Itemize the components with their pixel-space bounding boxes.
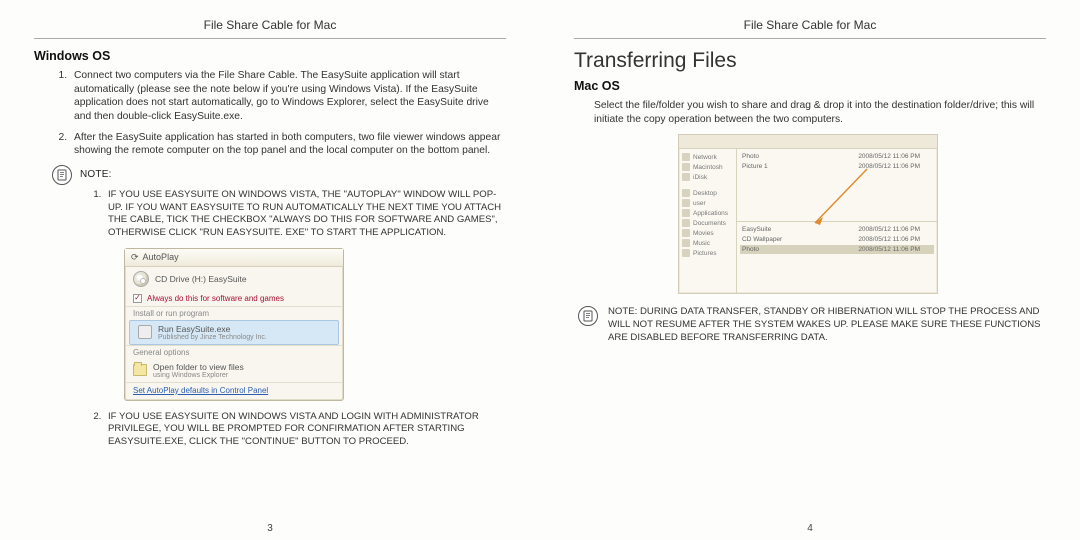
autoplay-checkbox-row[interactable]: ✓ Always do this for software and games xyxy=(125,291,343,306)
note-item: If you use EasySuite on Windows Vista, t… xyxy=(104,189,506,240)
sidebar-icon xyxy=(682,239,690,247)
file-name: Photo xyxy=(742,153,759,160)
sidebar-item: Macintosh xyxy=(693,164,723,171)
file-date: 2008/05/12 11:06 PM xyxy=(858,246,920,253)
page-left: File Share Cable for Mac Windows OS Conn… xyxy=(0,0,540,540)
file-date: 2008/05/12 11:06 PM xyxy=(858,153,920,160)
step-item: Connect two computers via the File Share… xyxy=(70,69,506,124)
autoplay-group-install: Install or run program xyxy=(125,306,343,320)
note-icon xyxy=(578,306,598,326)
file-date: 2008/05/12 11:06 PM xyxy=(858,226,920,233)
autoplay-title: AutoPlay xyxy=(143,252,179,262)
autoplay-run-sub: Published by Jinze Technology Inc. xyxy=(158,334,267,341)
sidebar-icon xyxy=(682,249,690,257)
file-name: Photo xyxy=(742,246,759,253)
sidebar-item: Network xyxy=(693,154,717,161)
windows-steps: Connect two computers via the File Share… xyxy=(34,69,506,158)
file-name: CD Wallpaper xyxy=(742,236,782,243)
mac-titlebar xyxy=(679,135,937,149)
mac-screenshot: Network Macintosh iDisk Desktop user App… xyxy=(678,134,938,294)
mac-sidebar: Network Macintosh iDisk Desktop user App… xyxy=(679,149,737,293)
transferring-title: Transferring Files xyxy=(574,49,1046,73)
page-header: File Share Cable for Mac xyxy=(34,18,506,39)
page-right: File Share Cable for Mac Transferring Fi… xyxy=(540,0,1080,540)
program-icon xyxy=(138,325,152,339)
autoplay-open-option[interactable]: Open folder to view files using Windows … xyxy=(125,359,343,382)
sidebar-item: Desktop xyxy=(693,190,717,197)
sidebar-item: Applications xyxy=(693,210,728,217)
sidebar-icon xyxy=(682,173,690,181)
mac-pane-bottom: EasySuite 2008/05/12 11:06 PM CD Wallpape… xyxy=(737,222,937,294)
cd-icon xyxy=(133,271,149,287)
mac-intro: Select the file/folder you wish to share… xyxy=(574,99,1046,126)
autoplay-device-row: CD Drive (H:) EasySuite xyxy=(125,267,343,291)
autoplay-titlebar: ⟳ AutoPlay xyxy=(125,249,343,267)
mac-note-block: Note: During data transfer, standby or h… xyxy=(578,306,1046,344)
checkbox-icon[interactable]: ✓ xyxy=(133,294,142,303)
page-number: 3 xyxy=(0,523,540,534)
file-name: EasySuite xyxy=(742,226,771,233)
sidebar-icon xyxy=(682,153,690,161)
sidebar-icon xyxy=(682,199,690,207)
section-title-mac: Mac OS xyxy=(574,79,1046,93)
autoplay-open-sub: using Windows Explorer xyxy=(153,372,244,379)
note-header: NOTE: xyxy=(52,165,506,185)
note-item: If you use EasySuite on Windows Vista an… xyxy=(104,411,506,449)
sidebar-item: iDisk xyxy=(693,174,707,181)
autoplay-group-general: General options xyxy=(125,345,343,359)
autoplay-link[interactable]: Set AutoPlay defaults in Control Panel xyxy=(125,382,343,400)
note-list-2: If you use EasySuite on Windows Vista an… xyxy=(34,411,506,449)
autoplay-open-label: Open folder to view files xyxy=(153,362,244,372)
sidebar-icon xyxy=(682,163,690,171)
folder-icon xyxy=(133,364,147,376)
autoplay-run-label: Run EasySuite.exe xyxy=(158,324,267,334)
sidebar-item: Music xyxy=(693,240,710,247)
autoplay-device: CD Drive (H:) EasySuite xyxy=(155,274,247,284)
autoplay-checkbox-label: Always do this for software and games xyxy=(147,294,284,303)
page-header: File Share Cable for Mac xyxy=(574,18,1046,39)
sidebar-item: Pictures xyxy=(693,250,716,257)
mac-note-text: Note: During data transfer, standby or h… xyxy=(608,306,1046,344)
note-label: NOTE: xyxy=(80,169,112,180)
file-name: Picture 1 xyxy=(742,163,768,170)
note-list: If you use EasySuite on Windows Vista, t… xyxy=(34,189,506,240)
autoplay-run-option[interactable]: Run EasySuite.exe Published by Jinze Tec… xyxy=(129,320,339,345)
drag-arrow-icon xyxy=(807,167,907,227)
sidebar-icon xyxy=(682,189,690,197)
autoplay-dialog: ⟳ AutoPlay CD Drive (H:) EasySuite ✓ Alw… xyxy=(124,248,344,401)
sidebar-item: user xyxy=(693,200,706,207)
mac-pane-top: Photo 2008/05/12 11:06 PM Picture 1 2008/0… xyxy=(737,149,937,222)
autoplay-icon: ⟳ xyxy=(131,252,139,263)
sidebar-icon xyxy=(682,229,690,237)
section-title-windows: Windows OS xyxy=(34,49,506,63)
sidebar-icon xyxy=(682,209,690,217)
sidebar-icon xyxy=(682,219,690,227)
file-date: 2008/05/12 11:06 PM xyxy=(858,236,920,243)
page-number: 4 xyxy=(540,523,1080,534)
mac-panes: Photo 2008/05/12 11:06 PM Picture 1 2008/0… xyxy=(737,149,937,293)
sidebar-item: Documents xyxy=(693,220,726,227)
note-icon xyxy=(52,165,72,185)
file-date: 2008/05/12 11:06 PM xyxy=(858,163,920,170)
step-item: After the EasySuite application has star… xyxy=(70,131,506,158)
sidebar-item: Movies xyxy=(693,230,714,237)
